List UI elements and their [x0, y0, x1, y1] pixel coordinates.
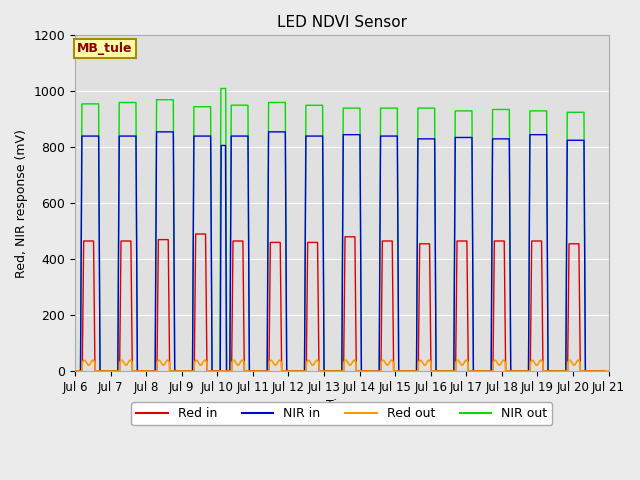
X-axis label: Time: Time: [326, 399, 357, 412]
Legend: Red in, NIR in, Red out, NIR out: Red in, NIR in, Red out, NIR out: [131, 402, 552, 425]
Y-axis label: Red, NIR response (mV): Red, NIR response (mV): [15, 129, 28, 277]
Title: LED NDVI Sensor: LED NDVI Sensor: [277, 15, 407, 30]
Text: MB_tule: MB_tule: [77, 42, 132, 55]
